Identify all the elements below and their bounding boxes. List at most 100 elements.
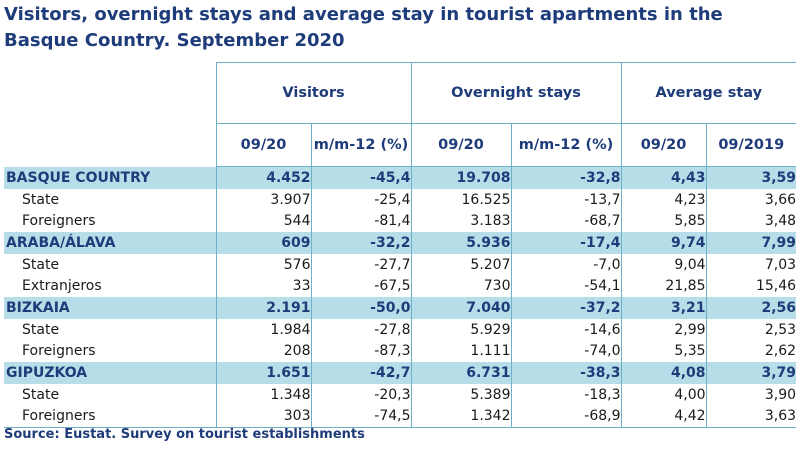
average-value: 5,85: [620, 210, 707, 233]
average-prev-value: 3,59: [705, 166, 797, 189]
overnight-change: -7,0: [510, 253, 622, 276]
visitors-value: 303: [215, 405, 311, 429]
table-row: State 1.348 -20,3 5.389 -18,3 4,00 3,90: [4, 383, 797, 406]
row-label: BIZKAIA: [4, 297, 216, 319]
row-label: ARABA/ÁLAVA: [4, 232, 216, 254]
visitors-value: 4.452: [215, 166, 311, 189]
visitors-value: 208: [215, 340, 311, 363]
average-value: 2,99: [620, 318, 707, 341]
average-group-header: Average stay: [620, 62, 797, 124]
table-row: Foreigners 208 -87,3 1.111 -74,0 5,35 2,62: [4, 340, 797, 363]
row-label: State: [22, 321, 60, 338]
average-prev-value: 2,62: [705, 340, 797, 363]
visitors-change: -32,2: [310, 232, 411, 254]
overnight-value: 5.207: [410, 253, 511, 276]
overnight-value: 1.111: [410, 340, 511, 363]
visitors-value: 33: [215, 275, 311, 298]
table-title: Visitors, overnight stays and average st…: [4, 4, 723, 51]
visitors-period-header: 09/20: [215, 123, 311, 167]
visitors-change: -87,3: [310, 340, 411, 363]
table-row: State 1.984 -27,8 5.929 -14,6 2,99 2,53: [4, 318, 797, 341]
row-label: State: [22, 256, 60, 273]
overnight-value: 3.183: [410, 210, 511, 233]
visitors-value: 576: [215, 253, 311, 276]
average-prev-value: 2,53: [705, 318, 797, 341]
sub-header-row: 09/20 m/m-12 (%) 09/20 m/m-12 (%) 09/20 …: [4, 123, 797, 167]
average-prev-value: 3,66: [705, 188, 797, 211]
overnight-change-header: m/m-12 (%): [510, 123, 622, 167]
visitors-group-header: Visitors: [215, 62, 411, 124]
overnight-change: -13,7: [510, 188, 622, 211]
overnight-value: 7.040: [410, 297, 511, 319]
overnight-group-header: Overnight stays: [410, 62, 622, 124]
visitors-change: -27,8: [310, 318, 411, 341]
visitors-change: -81,4: [310, 210, 411, 233]
overnight-change: -14,6: [510, 318, 622, 341]
region-row: BIZKAIA 2.191 -50,0 7.040 -37,2 3,21 2,56: [4, 297, 797, 319]
average-prev-value: 7,03: [705, 253, 797, 276]
corner-cell: [4, 63, 216, 124]
row-label: Foreigners: [4, 405, 216, 429]
region-row: BASQUE COUNTRY 4.452 -45,4 19.708 -32,8 4,43 3…: [4, 166, 797, 189]
average-value: 4,08: [620, 362, 707, 384]
overnight-value: 5.929: [410, 318, 511, 341]
average-prev-value: 3,90: [705, 383, 797, 406]
average-value: 21,85: [620, 275, 707, 298]
average-value: 4,42: [620, 405, 707, 429]
overnight-value: 5.389: [410, 383, 511, 406]
row-label: State: [22, 386, 60, 403]
overnight-value: 19.708: [410, 166, 511, 189]
table-row: Extranjeros 33 -67,5 730 -54,1 21,85 15,46: [4, 275, 797, 298]
visitors-change: -27,7: [310, 253, 411, 276]
visitors-change: -74,5: [310, 405, 411, 429]
average-prev-value: 3,63: [705, 405, 797, 429]
visitors-value: 1.651: [215, 362, 311, 384]
row-label: GIPUZKOA: [4, 362, 216, 384]
visitors-change: -20,3: [310, 383, 411, 406]
row-label: Foreigners: [22, 343, 96, 360]
visitors-value: 3.907: [215, 188, 311, 211]
average-value: 5,35: [620, 340, 707, 363]
row-label: State: [22, 191, 60, 208]
average-prev-value: 15,46: [705, 275, 797, 298]
visitors-value: 544: [215, 210, 311, 233]
overnight-value: 16.525: [410, 188, 511, 211]
overnight-change: -68,9: [510, 405, 622, 429]
visitors-change: -67,5: [310, 275, 411, 298]
visitors-change: -50,0: [310, 297, 411, 319]
overnight-value: 5.936: [410, 232, 511, 254]
row-label: Extranjeros: [22, 278, 102, 295]
table-row: Foreigners 544 -81,4 3.183 -68,7 5,85 3,48: [4, 210, 797, 233]
overnight-change: -38,3: [510, 362, 622, 384]
region-row: GIPUZKOA 1.651 -42,7 6.731 -38,3 4,08 3,79: [4, 362, 797, 384]
average-prev-header: 09/2019: [705, 123, 797, 167]
visitors-change: -45,4: [310, 166, 411, 189]
visitors-change: -42,7: [310, 362, 411, 384]
average-period-header: 09/20: [620, 123, 707, 167]
average-prev-value: 3,48: [705, 210, 797, 233]
visitors-value: 2.191: [215, 297, 311, 319]
table-row: State 576 -27,7 5.207 -7,0 9,04 7,03: [4, 253, 797, 276]
overnight-change: -54,1: [510, 275, 622, 298]
average-value: 4,43: [620, 166, 707, 189]
average-value: 4,23: [620, 188, 707, 211]
visitors-change-header: m/m-12 (%): [310, 123, 411, 167]
visitors-value: 1.348: [215, 383, 311, 406]
overnight-change: -68,7: [510, 210, 622, 233]
average-value: 9,74: [620, 232, 707, 254]
overnight-change: -32,8: [510, 166, 622, 189]
row-label: BASQUE COUNTRY: [4, 166, 216, 189]
table-row: State 3.907 -25,4 16.525 -13,7 4,23 3,66: [4, 188, 797, 211]
visitors-value: 1.984: [215, 318, 311, 341]
visitors-value: 609: [215, 232, 311, 254]
overnight-change: -17,4: [510, 232, 622, 254]
overnight-value: 6.731: [410, 362, 511, 384]
group-header-row: Visitors Overnight stays Average stay: [4, 62, 797, 124]
visitors-change: -25,4: [310, 188, 411, 211]
region-row: ARABA/ÁLAVA 609 -32,2 5.936 -17,4 9,74 7,99: [4, 232, 797, 254]
row-label: Foreigners: [22, 213, 96, 230]
overnight-change: -37,2: [510, 297, 622, 319]
overnight-change: -74,0: [510, 340, 622, 363]
average-value: 3,21: [620, 297, 707, 319]
table-row: Foreigners 303 -74,5 1.342 -68,9 4,42 3,63: [4, 405, 797, 429]
